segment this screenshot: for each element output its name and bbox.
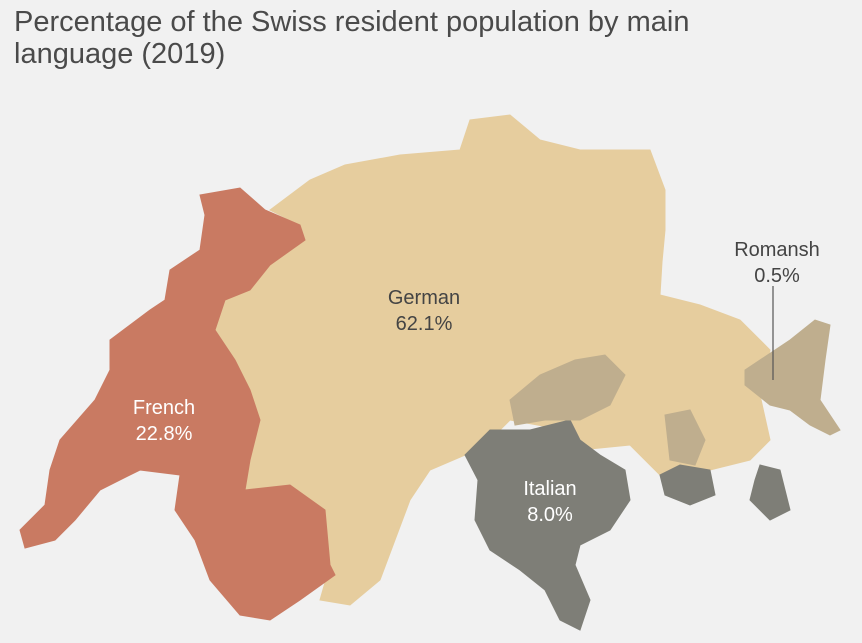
value-label: 8.0% [527, 504, 573, 526]
region [509, 354, 626, 426]
region-name: French [133, 397, 195, 419]
region [749, 464, 791, 521]
region [744, 319, 841, 436]
region-name: Italian [523, 478, 576, 500]
region-name: Romansh [734, 239, 820, 261]
region [659, 464, 716, 506]
value-label: 22.8% [136, 423, 193, 445]
value-label: 0.5% [754, 265, 800, 287]
region [19, 187, 336, 621]
region [464, 419, 631, 631]
value-label: 62.1% [396, 313, 453, 335]
region [664, 409, 706, 466]
chart-title: Percentage of the Swiss resident populat… [14, 6, 690, 70]
region-name: German [388, 287, 460, 309]
